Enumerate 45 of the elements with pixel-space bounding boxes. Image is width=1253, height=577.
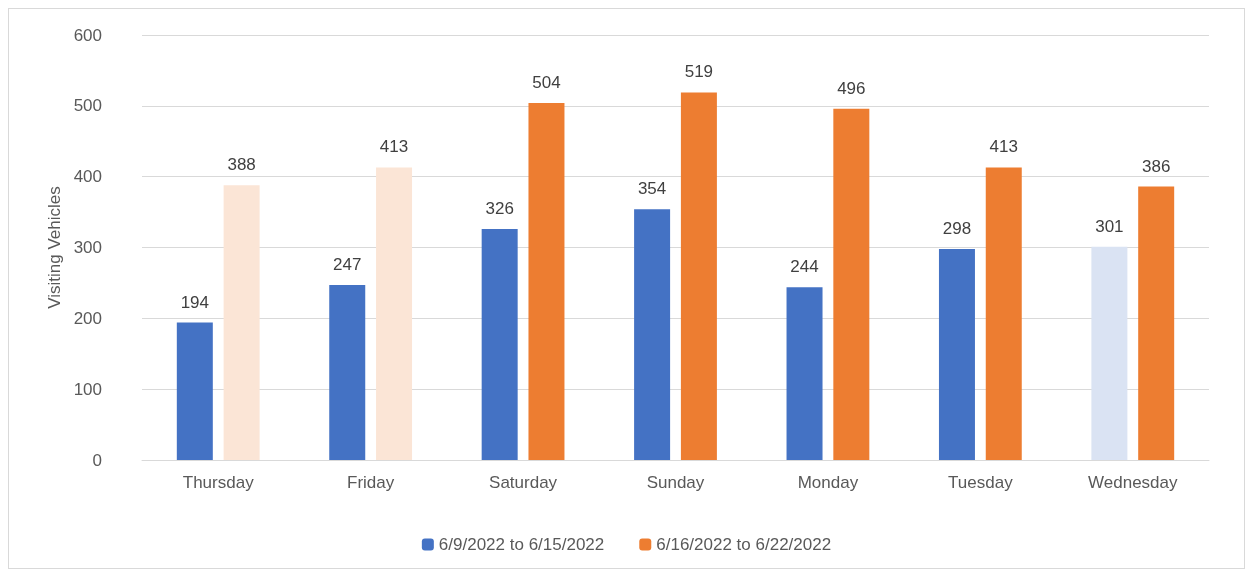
data-label: 354 xyxy=(637,179,667,199)
bar xyxy=(833,108,870,460)
x-tick-label: Wednesday xyxy=(1088,473,1179,492)
legend-label: 6/16/2022 to 6/22/2022 xyxy=(656,535,832,554)
data-label: 247 xyxy=(333,255,362,275)
data-label: 504 xyxy=(532,73,561,92)
x-tick-label: Saturday xyxy=(489,473,558,492)
data-label: 519 xyxy=(684,62,714,82)
bar xyxy=(786,287,823,460)
data-label: 194 xyxy=(180,292,209,312)
bar xyxy=(376,167,413,460)
bar xyxy=(223,185,260,460)
bar xyxy=(528,103,565,460)
data-label: 326 xyxy=(485,199,514,219)
bar xyxy=(176,322,213,460)
legend-label: 6/9/2022 to 6/15/2022 xyxy=(438,535,605,554)
y-tick-label: 400 xyxy=(73,167,102,187)
x-tick-label: Thursday xyxy=(182,473,255,492)
y-tick-label: 200 xyxy=(73,308,102,328)
data-label: 413 xyxy=(379,137,409,157)
bar xyxy=(329,285,366,460)
y-tick-label: 300 xyxy=(73,238,102,257)
data-label: 244 xyxy=(790,257,819,277)
bar xyxy=(634,209,671,460)
data-label: 301 xyxy=(1095,216,1124,236)
bar xyxy=(1138,186,1175,460)
bar xyxy=(481,229,518,460)
x-tick-label: Monday xyxy=(797,473,859,492)
y-axis-title: Visiting Vehicles xyxy=(44,186,64,309)
bar xyxy=(938,248,975,460)
data-label: 298 xyxy=(942,218,972,238)
bar xyxy=(1091,246,1128,460)
bar xyxy=(985,167,1022,460)
x-tick-label: Friday xyxy=(347,473,395,492)
y-tick-label: 0 xyxy=(92,450,102,470)
y-tick-label: 600 xyxy=(73,25,102,45)
data-label: 413 xyxy=(989,137,1018,157)
y-tick-label: 500 xyxy=(73,96,102,116)
y-tick-label: 100 xyxy=(73,379,102,399)
data-label: 386 xyxy=(1142,156,1171,176)
bar xyxy=(680,92,717,460)
data-label: 496 xyxy=(837,78,866,98)
x-tick-label: Sunday xyxy=(646,473,705,492)
data-label: 388 xyxy=(227,155,256,175)
x-tick-label: Tuesday xyxy=(948,473,1014,492)
